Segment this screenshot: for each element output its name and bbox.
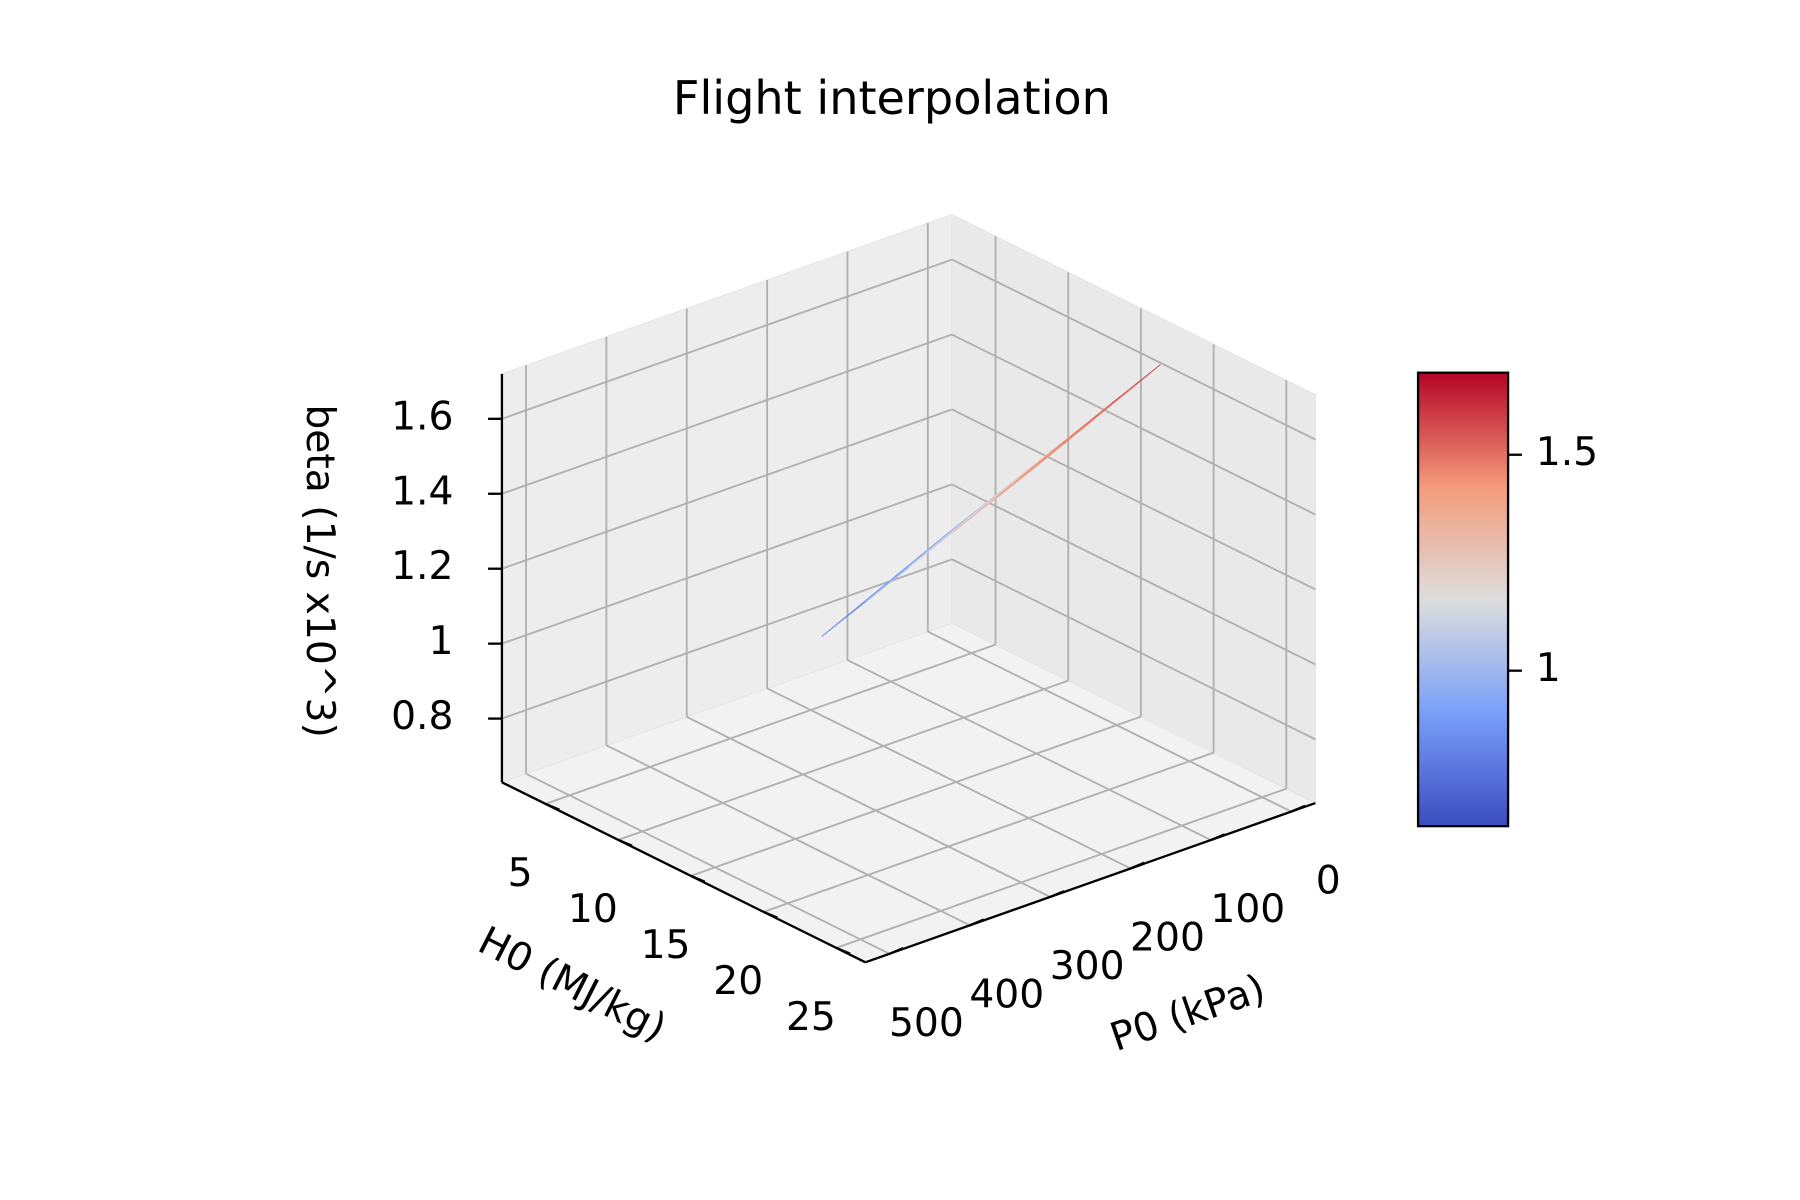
grid-line [501,408,953,570]
grid-line [617,679,1069,841]
x-tick-label: 25 [786,995,836,1040]
grid-line [951,483,1316,666]
grid-line [927,630,1292,813]
colorbar-gradient [1416,371,1510,828]
grid-line [951,408,1316,591]
y-tick-label: 300 [1050,944,1125,989]
grid-line [525,772,890,955]
y-tick-label: 200 [1130,916,1205,961]
colorbar-tick-label: 1.5 [1536,430,1598,475]
grid-line [686,716,1051,898]
y-tick-label: 0 [1316,859,1341,904]
axes-panes [500,213,1317,963]
grid-line [951,258,1316,441]
axis-line [864,801,1316,964]
grid-line [501,258,953,420]
axes: 51015202501002003004005000.811.21.41.6H0… [297,373,1341,1061]
surface [821,364,1161,637]
y-axis-label: P0 (kPa) [1105,966,1271,1061]
grid-line [766,687,1131,870]
z-axis-label: beta (1/s x10^3) [297,404,342,738]
grid-line [951,558,1316,741]
grid-line [835,787,1287,949]
grid [501,223,1316,955]
axis-line [501,781,866,964]
colorbar: 11.5 [1416,371,1598,828]
chart-title: Flight interpolation [673,71,1111,125]
colorbar-tick-label: 1 [1536,646,1561,691]
grid-line [951,333,1316,516]
x-tick-label: 15 [641,923,691,968]
z-tick-label: 1.2 [391,544,453,589]
grid-line [501,483,953,645]
y-tick-label: 400 [969,972,1044,1017]
z-tick-label: 1.6 [391,394,453,439]
z-tick-label: 1 [429,619,454,664]
x-tick-label: 5 [508,851,533,896]
right-pane [951,213,1316,805]
z-tick-label: 1.4 [391,469,453,514]
grid-line [847,659,1212,841]
grid-line [763,751,1214,913]
grid-line [690,715,1142,877]
grid-line [605,744,971,927]
surface-patch [995,443,1065,499]
y-tick-label: 500 [889,1001,964,1046]
z-tick-label: 0.8 [391,694,453,739]
y-tick-label: 100 [1210,887,1285,932]
grid-line [501,558,953,720]
x-tick-label: 20 [713,959,763,1004]
grid-line [545,643,996,805]
grid-line [501,333,953,495]
x-tick-label: 10 [568,887,618,932]
